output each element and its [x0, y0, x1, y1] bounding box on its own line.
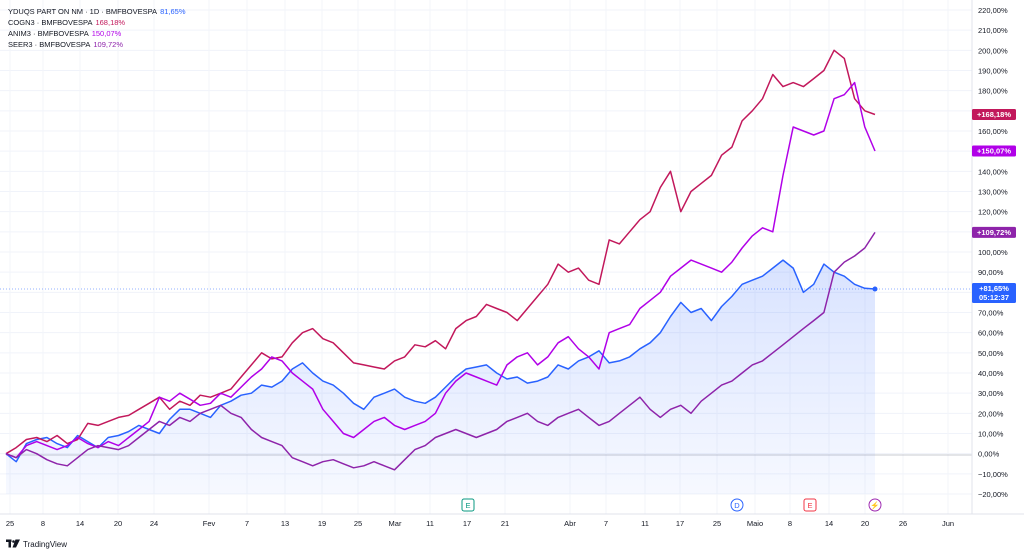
legend-value: 109,72% [93, 40, 123, 49]
y-tick-label: −20,00% [978, 490, 1008, 499]
x-tick-label: 25 [713, 519, 721, 528]
y-tick-label: 120,00% [978, 208, 1008, 217]
series-line-3[interactable] [5, 231, 876, 471]
y-tick-label: 50,00% [978, 349, 1004, 358]
x-tick-label: 24 [150, 519, 158, 528]
price-tag [972, 283, 1016, 304]
event-marker[interactable]: E [803, 498, 817, 512]
event-marker[interactable]: ⚡ [868, 498, 882, 512]
event-marker-letter: E [807, 501, 812, 510]
tradingview-brand: TradingView [23, 539, 68, 549]
y-tick-label: 160,00% [978, 127, 1008, 136]
legend-symbol: ANIM3 · BMFBOVESPA [8, 29, 89, 38]
price-tag [972, 109, 1016, 121]
legend-row-cogn3[interactable]: COGN3 · BMFBOVESPA 168,18% [8, 17, 186, 28]
x-tick-label: 11 [426, 519, 434, 528]
price-tag-label: +150,07% [977, 147, 1011, 156]
series-line-1[interactable] [5, 49, 876, 455]
legend-symbol: COGN3 · BMFBOVESPA [8, 18, 93, 27]
y-tick-label: 190,00% [978, 67, 1008, 76]
x-tick-label: 14 [76, 519, 84, 528]
event-marker-letter: ⚡ [870, 501, 879, 510]
legend-row-yduqs[interactable]: YDUQS PART ON NM · 1D · BMFBOVESPA 81,65% [8, 6, 186, 17]
x-tick-label: Jun [942, 519, 954, 528]
x-tick-label: 25 [6, 519, 14, 528]
event-marker-letter: D [734, 501, 740, 510]
series-lines [5, 49, 876, 471]
x-tick-label: Abr [564, 519, 576, 528]
x-tick-label: 7 [604, 519, 608, 528]
x-tick-label: Maio [747, 519, 763, 528]
y-tick-label: 210,00% [978, 26, 1008, 35]
series-line-0[interactable] [5, 259, 876, 463]
area-fills [6, 260, 875, 494]
series-area-fill [6, 260, 875, 494]
x-tick-label: 20 [861, 519, 869, 528]
y-tick-label: 40,00% [978, 369, 1004, 378]
tradingview-logo-icon [6, 539, 20, 548]
x-tick-label: 7 [245, 519, 249, 528]
y-tick-label: 180,00% [978, 87, 1008, 96]
y-tick-label: 100,00% [978, 248, 1008, 257]
y-tick-label: 30,00% [978, 389, 1004, 398]
y-tick-label: 70,00% [978, 309, 1004, 318]
y-tick-label: 140,00% [978, 167, 1008, 176]
price-tag-label: +168,18% [977, 110, 1011, 119]
chart-legend: YDUQS PART ON NM · 1D · BMFBOVESPA 81,65%… [8, 6, 186, 50]
event-marker-letter: E [465, 501, 470, 510]
legend-symbol: YDUQS PART ON NM · 1D · BMFBOVESPA [8, 7, 158, 16]
last-price-dot [872, 286, 878, 292]
y-tick-label: 200,00% [978, 46, 1008, 55]
x-tick-label: 8 [41, 519, 45, 528]
series-line-2[interactable] [5, 81, 876, 459]
y-tick-label: 220,00% [978, 6, 1008, 15]
event-markers: E D E ⚡ [461, 498, 882, 512]
x-tick-label: 19 [318, 519, 326, 528]
x-tick-label: 21 [501, 519, 509, 528]
price-tags: +168,18% +150,07% +109,72% +81,65%05:12:37 [972, 109, 1016, 304]
legend-value: 81,65% [160, 7, 186, 16]
event-marker[interactable]: E [461, 498, 475, 512]
x-tick-label: 13 [281, 519, 289, 528]
y-tick-label: 20,00% [978, 409, 1004, 418]
x-tick-label: 17 [463, 519, 471, 528]
time-scale[interactable]: 25 8 14 20 24 Fev 7 13 19 25 Mar 11 17 21 Abr 7 11 17 25 Ma… [6, 519, 954, 528]
legend-row-seer3[interactable]: SEER3 · BMFBOVESPA 109,72% [8, 39, 186, 50]
x-tick-label: 26 [899, 519, 907, 528]
x-tick-label: 14 [825, 519, 833, 528]
y-tick-label: −10,00% [978, 470, 1008, 479]
price-tag-label: +109,72% [977, 228, 1011, 237]
y-tick-label: 60,00% [978, 329, 1004, 338]
y-tick-label: 130,00% [978, 188, 1008, 197]
y-tick-label: 0,00% [978, 450, 1000, 459]
legend-row-anim3[interactable]: ANIM3 · BMFBOVESPA 150,07% [8, 28, 186, 39]
price-tag [972, 145, 1016, 157]
legend-symbol: SEER3 · BMFBOVESPA [8, 40, 91, 49]
x-tick-label: 20 [114, 519, 122, 528]
event-marker[interactable]: D [730, 498, 744, 512]
x-tick-label: 8 [788, 519, 792, 528]
price-tag [972, 226, 1016, 238]
x-tick-label: Fev [203, 519, 216, 528]
tradingview-footer[interactable]: TradingView [6, 539, 67, 549]
x-tick-label: 11 [641, 519, 649, 528]
price-tag-time: 05:12:37 [979, 293, 1009, 302]
legend-value: 168,18% [95, 18, 126, 27]
x-tick-label: 25 [354, 519, 362, 528]
y-tick-label: 10,00% [978, 430, 1004, 439]
price-tag-label: +81,65% [979, 284, 1009, 293]
y-tick-label: 90,00% [978, 268, 1004, 277]
x-tick-label: Mar [389, 519, 402, 528]
legend-value: 150,07% [91, 29, 122, 38]
price-scale[interactable]: 220,00%210,00%200,00%190,00%180,00%170,0… [978, 6, 1008, 499]
x-tick-label: 17 [676, 519, 684, 528]
